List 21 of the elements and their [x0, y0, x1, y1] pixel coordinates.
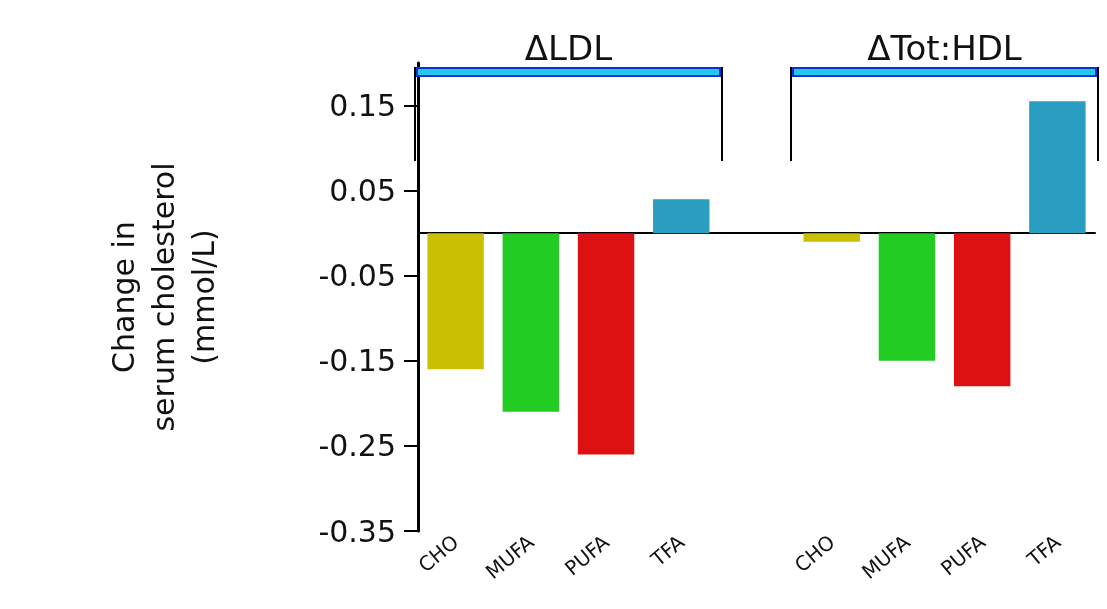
x-tick-label: TFA [1021, 529, 1066, 572]
bar [502, 233, 560, 412]
y-tick-label: -0.25 [318, 428, 396, 464]
annotation: ΔTot:HDL [867, 28, 1022, 68]
y-axis-title: Change in serum cholesterol (mmol/L) [105, 162, 221, 432]
bar [427, 233, 484, 370]
bar [1029, 101, 1086, 234]
y-tick-label: -0.35 [318, 513, 396, 549]
annotation: ΔLDL [524, 28, 613, 68]
x-tick-label: CHO [413, 529, 464, 577]
y-tick-label: 0.15 [329, 88, 396, 124]
bar [653, 199, 710, 234]
bar [953, 233, 1011, 387]
y-tick-label: -0.05 [318, 258, 396, 294]
bar [803, 233, 860, 242]
y-tick-label: -0.15 [318, 343, 396, 379]
y-tick-label: 0.05 [329, 173, 396, 209]
x-tick-label: TFA [645, 529, 690, 572]
bar [577, 233, 635, 455]
bar [878, 233, 936, 361]
x-tick-label: CHO [789, 529, 840, 577]
